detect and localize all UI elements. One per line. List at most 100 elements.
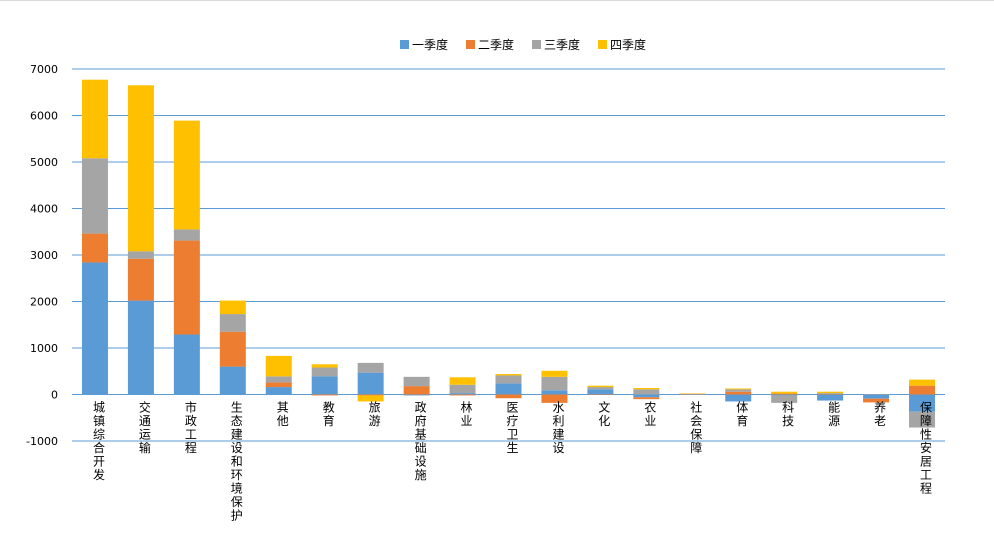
y-tick-label: 4000	[30, 203, 58, 216]
bar-segment	[311, 394, 338, 396]
bar-segment	[219, 300, 246, 315]
bar-segment	[449, 394, 476, 396]
x-tick-label: 交通运输	[139, 400, 151, 456]
x-tick-label: 能源	[828, 401, 840, 429]
bar-segment	[541, 370, 568, 377]
legend-item: 一季度	[400, 37, 448, 52]
legend-item: 四季度	[598, 37, 646, 52]
bar-segment	[725, 394, 752, 402]
bar-segment	[81, 233, 108, 263]
y-axis: -1000 0 1000 2000 3000 4000 5000 6000 7000	[26, 63, 58, 448]
legend-swatch	[598, 40, 607, 49]
bar-segment	[495, 383, 522, 395]
bar-segment	[357, 394, 384, 396]
bar-segment	[817, 393, 844, 395]
bar-segment	[495, 375, 522, 384]
bar-segment	[81, 158, 108, 234]
legend-label: 三季度	[544, 37, 580, 52]
x-tick-label: 农业	[644, 401, 656, 429]
bar-segment	[265, 387, 292, 395]
bar-segment	[633, 387, 660, 390]
bar-segment	[909, 394, 936, 412]
x-tick-label: 水利建设	[552, 401, 564, 456]
x-tick-label: 养老	[874, 400, 886, 429]
bar-segment	[403, 394, 430, 396]
bar-segment	[81, 79, 108, 159]
bar-segment	[127, 300, 154, 395]
y-tick-label: 2000	[30, 296, 58, 309]
gridlines	[72, 68, 945, 442]
bar-segment	[909, 385, 936, 395]
x-tick-label: 保障性安居工程	[920, 401, 932, 496]
legend-swatch	[400, 40, 409, 49]
bar-segment	[909, 379, 936, 386]
bar-segment	[403, 376, 430, 387]
x-tick-label: 市政工程	[185, 400, 197, 456]
bar-segment	[817, 394, 844, 395]
legend-item: 二季度	[466, 37, 514, 52]
bar-segment	[357, 362, 384, 373]
x-tick-label: 科技	[782, 401, 794, 429]
y-tick-label: 5000	[30, 156, 58, 169]
x-tick-label: 旅游	[369, 401, 381, 429]
x-tick-label: 生态建设和环境保护	[231, 401, 243, 523]
bar-segment	[219, 314, 246, 332]
bar-segment	[541, 390, 568, 395]
bar-segment	[541, 394, 568, 403]
legend-label: 二季度	[478, 37, 514, 52]
x-tick-label: 其他	[277, 401, 289, 429]
bar-segment	[449, 393, 476, 395]
bar-segment	[495, 394, 522, 399]
bar-segment	[725, 388, 752, 390]
x-tick-label: 医疗卫生	[506, 401, 518, 456]
bar-segment	[173, 229, 200, 241]
bar-segment	[817, 394, 844, 401]
x-axis: 城镇综合开发 交通运输 市政工程 生态建设和环境保护 其他 教育 旅游 政府基础设施 林业 医疗卫…	[93, 400, 932, 523]
bar-segment	[265, 376, 292, 383]
bar-segment	[771, 395, 798, 403]
x-tick-label: 文化	[598, 400, 610, 429]
legend-label: 四季度	[610, 37, 646, 52]
y-tick-label: 0	[51, 389, 58, 402]
bar-segment	[771, 391, 798, 394]
y-tick-label: 6000	[30, 110, 58, 123]
bar-segment	[449, 384, 476, 394]
bar-segment	[311, 367, 338, 377]
x-tick-label: 政府基础设施	[415, 401, 427, 483]
bar-segment	[633, 389, 660, 395]
bar-segment	[81, 262, 108, 395]
legend-item: 三季度	[532, 37, 580, 52]
legend: 一季度 二季度 三季度 四季度	[400, 37, 646, 52]
bar-segment	[127, 258, 154, 301]
bar-segment	[863, 394, 890, 395]
bar-segment	[311, 364, 338, 368]
bar-segment	[633, 397, 660, 400]
y-tick-label: 7000	[30, 63, 58, 76]
bar-segment	[725, 391, 752, 395]
bar-segment	[587, 387, 614, 390]
bar-segment	[541, 376, 568, 391]
legend-swatch	[466, 40, 475, 49]
bar-segment	[403, 386, 430, 395]
bar-segment	[127, 251, 154, 259]
bar-segment	[817, 391, 844, 394]
bar-segment	[633, 394, 660, 398]
bars	[81, 79, 936, 428]
bar-segment	[863, 394, 890, 399]
bar-segment	[587, 385, 614, 388]
x-tick-label: 林业	[461, 401, 473, 429]
bar-segment	[265, 382, 292, 388]
bar-segment	[863, 398, 890, 403]
legend-label: 一季度	[412, 37, 448, 52]
bar-segment	[587, 394, 614, 395]
x-tick-label: 教育	[323, 400, 335, 429]
bar-segment	[311, 376, 338, 395]
bar-segment	[771, 393, 798, 395]
bar-segment	[587, 389, 614, 395]
bar-segment	[449, 377, 476, 385]
bar-segment	[679, 393, 706, 394]
legend-swatch	[532, 40, 541, 49]
bar-segment	[173, 240, 200, 335]
